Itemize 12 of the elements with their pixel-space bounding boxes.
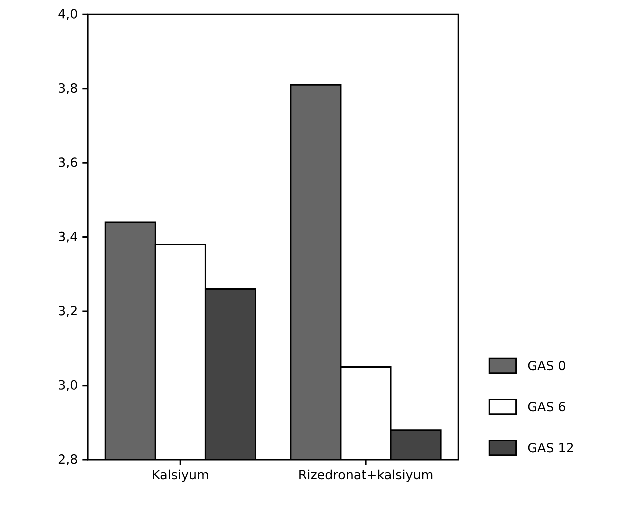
text: GAS 6 [528,402,566,412]
x-tick-label: Kalsiyum [153,470,208,482]
legend-label: GAS 0 [528,360,566,371]
y-tick-label: 3,2 [58,306,77,317]
y-tick-label: 3,4 [58,232,78,243]
legend-label: GAS 12 [528,443,574,453]
y-tick-label: 3,6 [58,158,78,169]
y-tick-label: 3,8 [58,83,78,94]
x-tick-label: Rizedronat+kalsiyum [300,470,433,482]
y-tick-label: 3,0 [58,380,78,392]
y-tick-label: 4,0 [58,9,78,20]
y-tick-label: 2,8 [58,454,78,466]
